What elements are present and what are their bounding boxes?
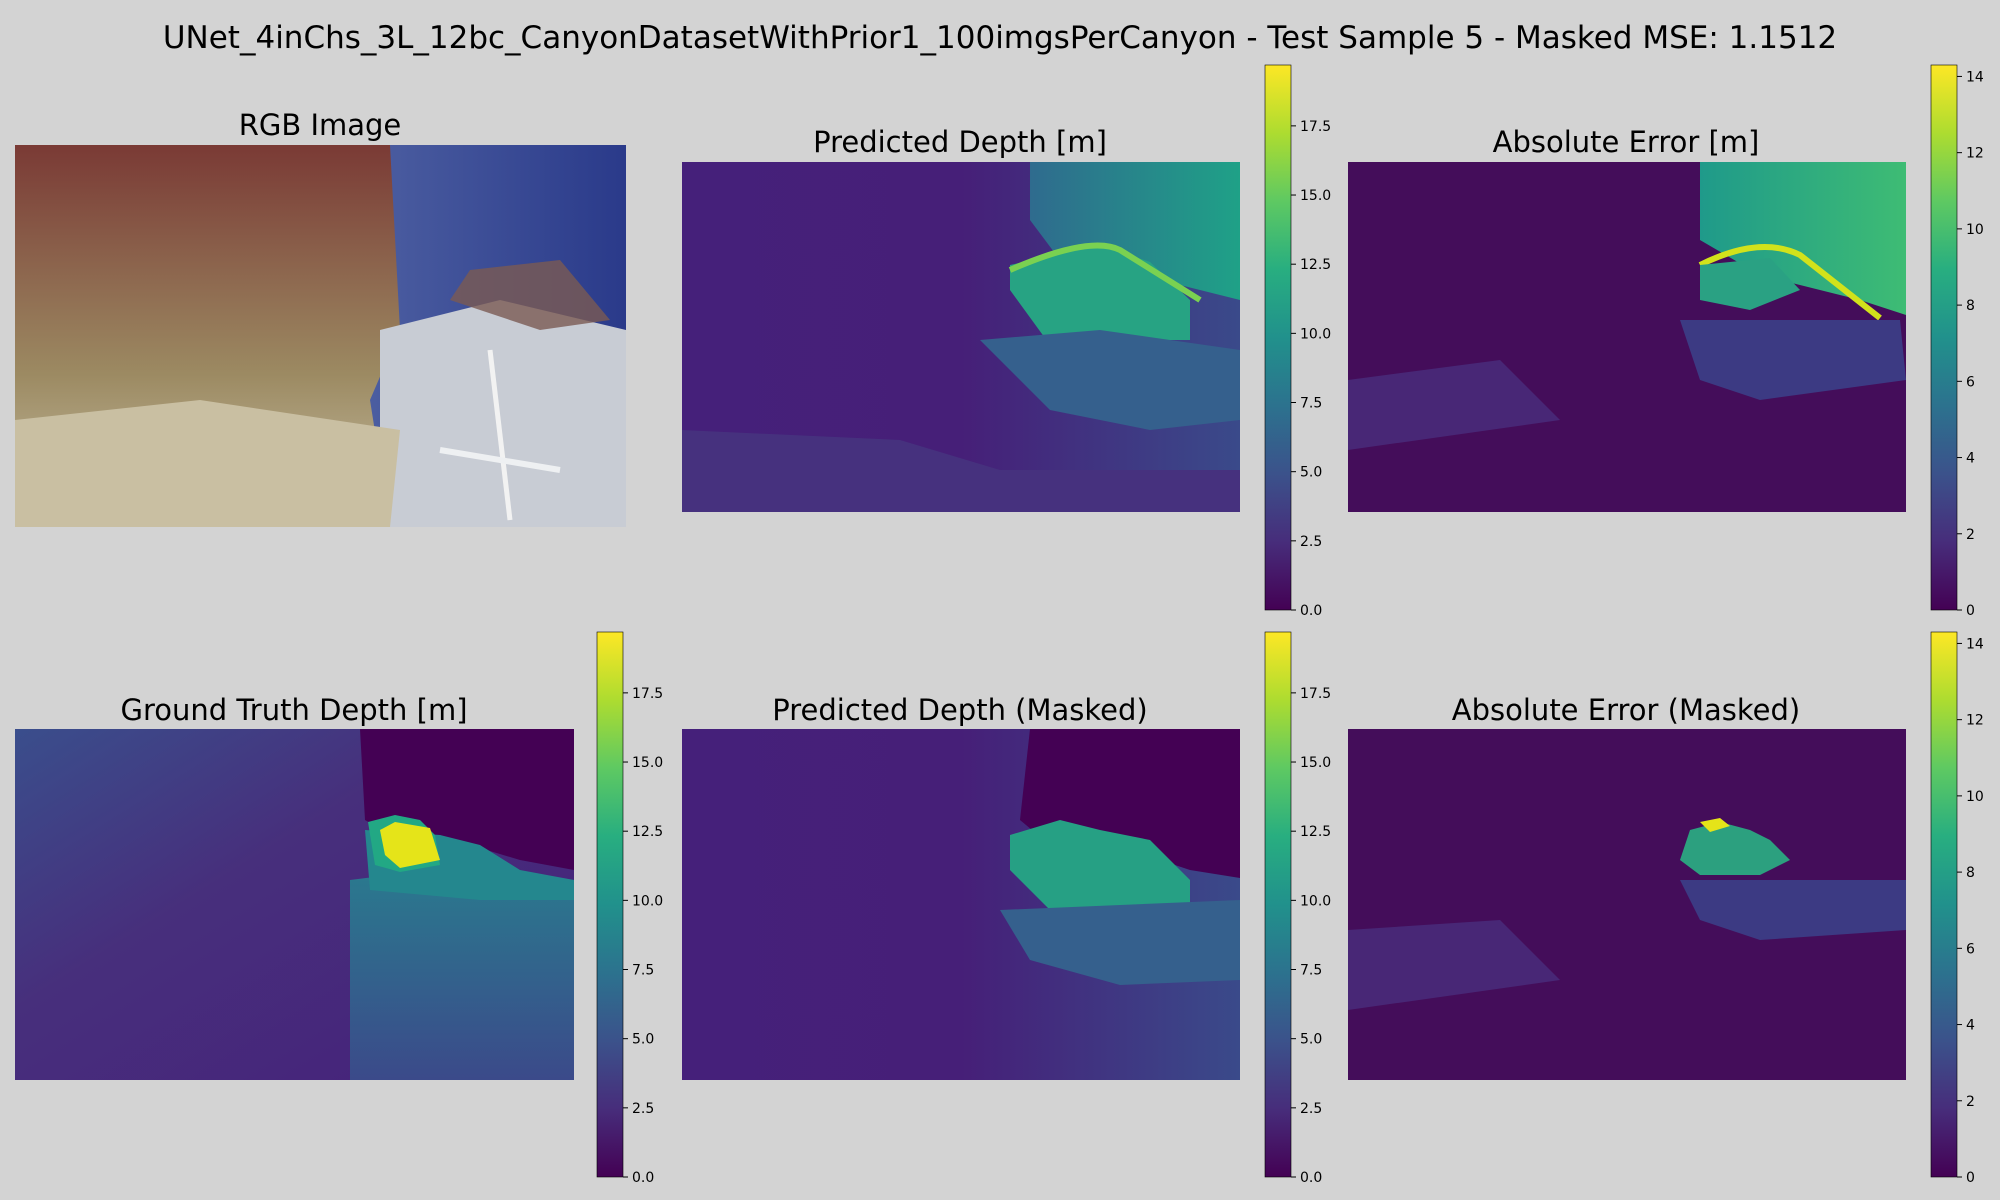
colorbar-tick-label: 14 (1966, 636, 1984, 652)
panel-err-masked: Absolute Error (Masked) (1348, 693, 1906, 1080)
panel-title: Predicted Depth [m] (813, 125, 1107, 159)
colorbar-tick-label: 2 (1966, 527, 1975, 543)
colorbar-tick-label: 4 (1966, 451, 1975, 467)
panel-title: Predicted Depth (Masked) (772, 693, 1147, 727)
panel-err: Absolute Error [m] (1348, 125, 1906, 512)
rgb-image (15, 145, 626, 527)
colorbar-gt-bar (596, 631, 624, 1178)
colorbar-gt: 0.0 2.5 5.0 7.5 10.0 12.5 15.0 17.5 (596, 631, 663, 1186)
colorbar-tick-label: 8 (1966, 298, 1975, 314)
colorbar-err-masked: 0 2 4 6 8 10 12 14 (1930, 631, 1984, 1186)
panel-pred-masked: Predicted Depth (Masked) (682, 693, 1240, 1080)
colorbar-tick-label: 8 (1966, 865, 1975, 881)
colorbar-tick-label: 15.0 (632, 755, 663, 771)
colorbar-tick-label: 15.0 (1300, 755, 1331, 771)
colorbar-tick-label: 2.5 (632, 1101, 654, 1117)
colorbar-tick-label: 0 (1966, 603, 1975, 619)
colorbar-tick-label: 10.0 (632, 893, 663, 909)
panel-title: Absolute Error (Masked) (1452, 693, 1800, 727)
colorbar-tick-label: 6 (1966, 374, 1975, 390)
colorbar-tick-label: 0.0 (1300, 603, 1322, 619)
heatmap-pred-masked (682, 729, 1240, 1080)
colorbar-tick-label: 4 (1966, 1018, 1975, 1034)
colorbar-tick-label: 10.0 (1300, 893, 1331, 909)
colorbar-pred-masked-bar (1264, 631, 1292, 1178)
panel-title: Ground Truth Depth [m] (120, 693, 467, 727)
colorbar-tick-label: 7.5 (1300, 396, 1322, 412)
colorbar-tick-label: 14 (1966, 69, 1984, 85)
colorbar-tick-label: 7.5 (1300, 963, 1322, 979)
colorbar-tick-label: 2 (1966, 1094, 1975, 1110)
panel-title: Absolute Error [m] (1493, 125, 1760, 159)
colorbar-tick-label: 12 (1966, 713, 1984, 729)
colorbar-tick-label: 10 (1966, 789, 1984, 805)
colorbar-pred-masked: 0.0 2.5 5.0 7.5 10.0 12.5 15.0 17.5 (1264, 631, 1331, 1186)
colorbar-tick-label: 5.0 (632, 1032, 654, 1048)
colorbar-tick-label: 0.0 (1300, 1170, 1322, 1186)
panel-title: RGB Image (239, 108, 402, 142)
colorbar-tick-label: 17.5 (632, 686, 663, 702)
colorbar-tick-label: 2.5 (1300, 534, 1322, 550)
colorbar-err-bar (1930, 64, 1958, 611)
colorbar-tick-label: 17.5 (1300, 686, 1331, 702)
colorbar-tick-label: 12.5 (1300, 824, 1331, 840)
colorbar-tick-label: 6 (1966, 941, 1975, 957)
colorbar-tick-label: 10.0 (1300, 326, 1331, 342)
colorbar-tick-label: 0 (1966, 1170, 1975, 1186)
colorbar-tick-label: 7.5 (632, 963, 654, 979)
colorbar-tick-label: 5.0 (1300, 1032, 1322, 1048)
colorbar-err-masked-bar (1930, 631, 1958, 1178)
panel-gt: Ground Truth Depth [m] (15, 693, 574, 1080)
colorbar-tick-label: 15.0 (1300, 188, 1331, 204)
panel-pred: Predicted Depth [m] (682, 125, 1240, 512)
colorbar-pred: 0.0 2.5 5.0 7.5 10.0 12.5 15.0 17.5 (1264, 64, 1331, 619)
colorbar-tick-label: 12 (1966, 146, 1984, 162)
heatmap-gt (15, 729, 574, 1080)
colorbar-tick-label: 10 (1966, 222, 1984, 238)
colorbar-tick-label: 17.5 (1300, 119, 1331, 135)
panel-rgb: RGB Image (15, 108, 626, 527)
colorbar-tick-label: 12.5 (1300, 257, 1331, 273)
colorbar-err: 0 2 4 6 8 10 12 14 (1930, 64, 1984, 619)
colorbar-tick-label: 2.5 (1300, 1101, 1322, 1117)
heatmap-err-masked (1348, 729, 1906, 1080)
heatmap-pred (682, 162, 1240, 512)
colorbar-tick-label: 0.0 (632, 1170, 654, 1186)
heatmap-err (1348, 162, 1906, 512)
colorbar-pred-bar (1264, 64, 1292, 611)
colorbar-tick-label: 12.5 (632, 824, 663, 840)
colorbar-tick-label: 5.0 (1300, 465, 1322, 481)
figure-suptitle: UNet_4inChs_3L_12bc_CanyonDatasetWithPri… (163, 20, 1837, 56)
